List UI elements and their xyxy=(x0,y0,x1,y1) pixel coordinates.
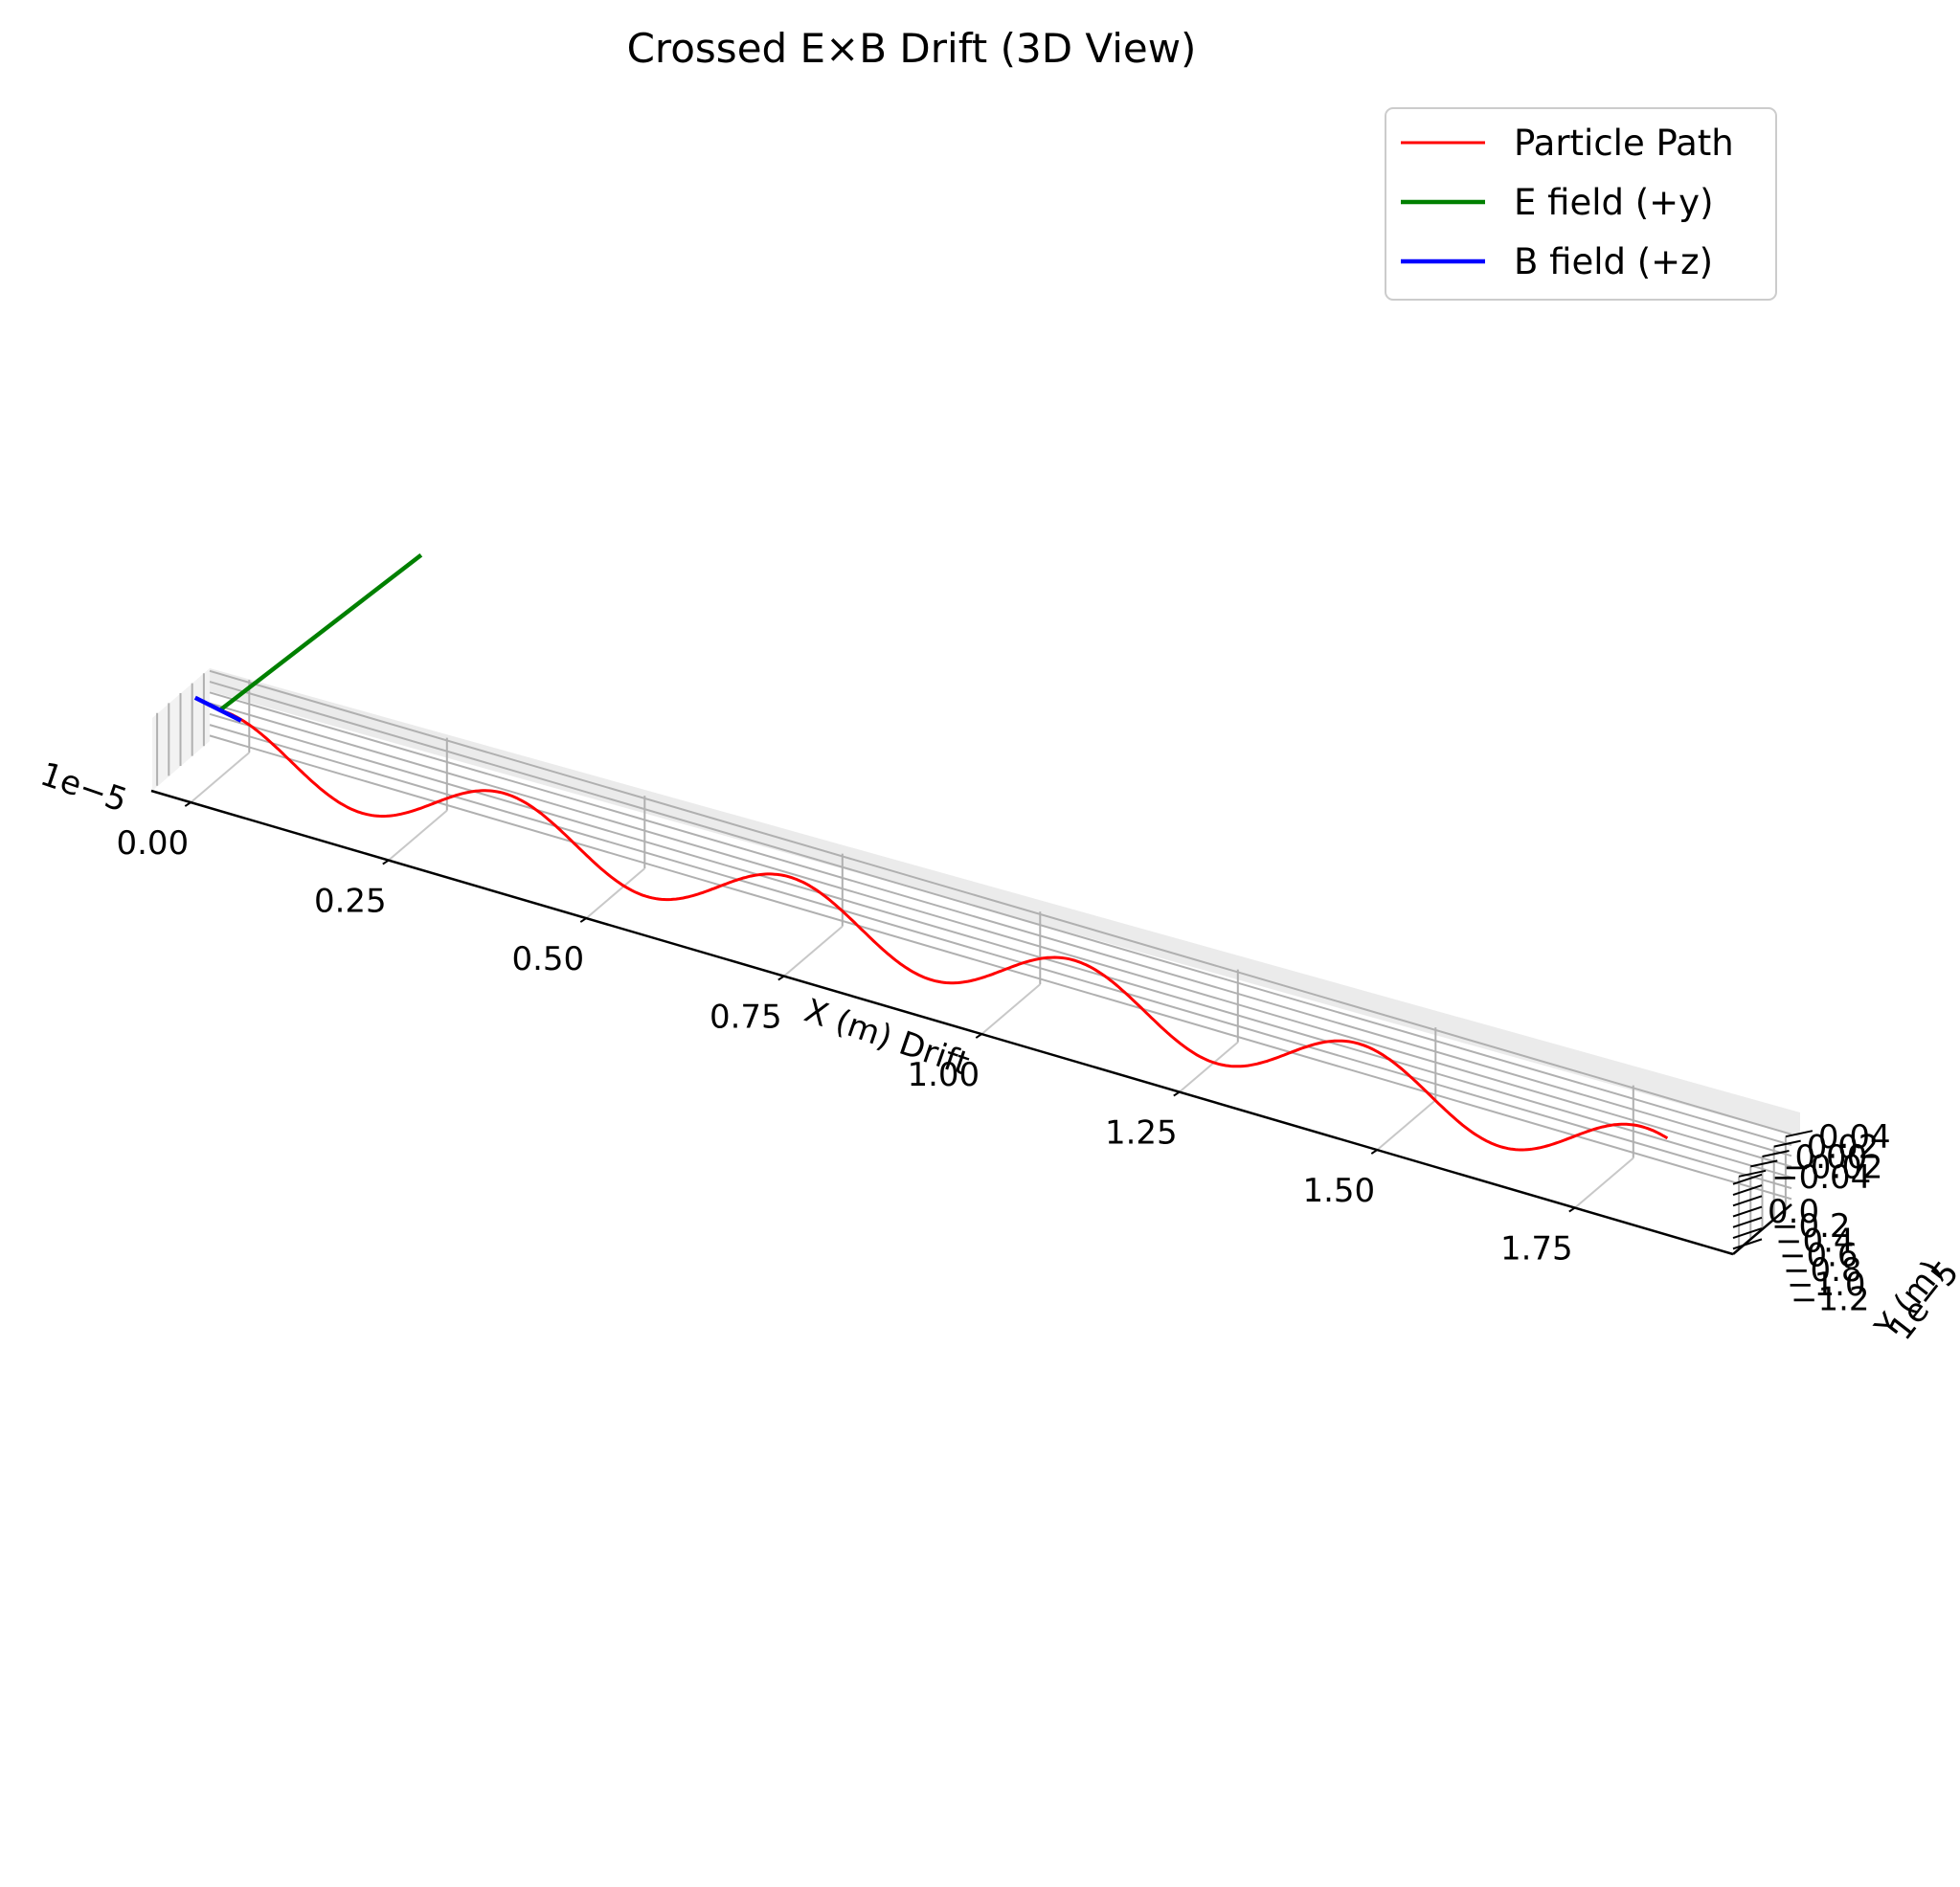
x-tick-mark-4 xyxy=(975,1033,982,1039)
x-tick-mark-0 xyxy=(184,801,191,807)
z-tick-mark-1 xyxy=(1732,1184,1763,1197)
grid-lines xyxy=(156,669,1792,1249)
chart-title: Crossed E×B Drift (3D View) xyxy=(627,25,1197,72)
y-tick-mark-4 xyxy=(1738,1169,1767,1178)
z-tick-label-5: −1.0 xyxy=(1787,1266,1866,1304)
legend-label-particle-path: Particle Path xyxy=(1514,123,1734,164)
x-tick-mark-1 xyxy=(382,859,390,865)
y-tick-label-1: 0.02 xyxy=(1807,1129,1880,1167)
legend-label-b-field: B field (+z) xyxy=(1514,241,1713,282)
y-tick-label-0: 0.04 xyxy=(1818,1118,1891,1157)
y-tick-label-2: 0.00 xyxy=(1795,1138,1868,1177)
series-line-0 xyxy=(219,708,1669,1152)
grid-line-x-floor-5 xyxy=(1179,1041,1239,1093)
x-tick-mark-2 xyxy=(579,917,587,923)
axes xyxy=(150,789,1814,1256)
y-tick-label-4: −0.04 xyxy=(1771,1158,1871,1197)
y-tick-label-3: −0.02 xyxy=(1783,1148,1882,1186)
z-tick-label-1: −0.2 xyxy=(1771,1207,1851,1246)
z-tick-mark-4 xyxy=(1732,1216,1763,1228)
z-tick-label-2: −0.4 xyxy=(1775,1222,1855,1260)
legend-label-e-field: E field (+y) xyxy=(1514,182,1714,223)
z-tick-mark-0 xyxy=(1732,1173,1763,1185)
tick-labels: 0.00 0.25 0.50 0.75 1.00 1.25 1.50 1.75 0.040.02… xyxy=(116,824,1890,1318)
grid-line-x-floor-7 xyxy=(1574,1157,1634,1209)
z-tick-label-6: −1.2 xyxy=(1791,1280,1870,1318)
y-tick-mark-2 xyxy=(1762,1150,1790,1157)
x-tick-mark-7 xyxy=(1568,1206,1576,1213)
grid-line-z-3 xyxy=(209,702,1792,1168)
x-tick-label-5: 1.25 xyxy=(1105,1114,1178,1153)
z-tick-label-0: 0.0 xyxy=(1768,1193,1819,1231)
x-tick-label-3: 0.75 xyxy=(710,999,782,1037)
x-tick-label-2: 0.50 xyxy=(511,940,584,978)
x-tick-label-1: 0.25 xyxy=(314,883,387,921)
series-vector-1 xyxy=(218,552,423,712)
x-tick-mark-6 xyxy=(1370,1149,1378,1155)
x-tick-label-0: 0.00 xyxy=(116,824,189,863)
z-tick-mark-3 xyxy=(1732,1205,1763,1218)
x-tick-mark-3 xyxy=(777,975,785,981)
grid-line-z-5 xyxy=(209,724,1792,1190)
grid-line-x-floor-6 xyxy=(1376,1099,1436,1151)
grid-line-z-1 xyxy=(209,681,1792,1147)
grid-line-x-floor-0 xyxy=(190,752,250,803)
x-offset-label: 1e−5 xyxy=(35,755,132,820)
grid-line-z-0 xyxy=(209,669,1792,1135)
grid-line-z-2 xyxy=(209,691,1792,1157)
legend-frame xyxy=(1385,107,1777,301)
x-axis-line xyxy=(150,789,1734,1256)
grid-line-z-6 xyxy=(209,734,1792,1201)
grid-line-x-floor-2 xyxy=(585,867,645,919)
series-vector-2 xyxy=(193,695,242,723)
grid-line-x-floor-3 xyxy=(783,925,844,977)
y-tick-mark-1 xyxy=(1773,1139,1801,1148)
x-tick-label-4: 1.00 xyxy=(907,1056,980,1094)
x-tick-mark-5 xyxy=(1173,1090,1181,1097)
z-tick-label-4: −0.8 xyxy=(1783,1251,1862,1290)
legend: Particle Path E field (+y) B field (+z) xyxy=(1385,107,1777,301)
grid-line-x-floor-1 xyxy=(388,809,448,862)
y-tick-mark-3 xyxy=(1750,1159,1778,1168)
grid-line-x-floor-4 xyxy=(980,983,1041,1035)
series xyxy=(193,552,1669,1152)
z-tick-mark-5 xyxy=(1732,1227,1763,1240)
z-tick-mark-2 xyxy=(1732,1195,1763,1207)
z-tick-label-3: −0.6 xyxy=(1779,1237,1859,1275)
x-tick-label-6: 1.50 xyxy=(1302,1172,1375,1210)
y-tick-mark-0 xyxy=(1785,1130,1814,1138)
z-tick-mark-6 xyxy=(1732,1238,1763,1250)
x-tick-label-7: 1.75 xyxy=(1500,1230,1573,1269)
